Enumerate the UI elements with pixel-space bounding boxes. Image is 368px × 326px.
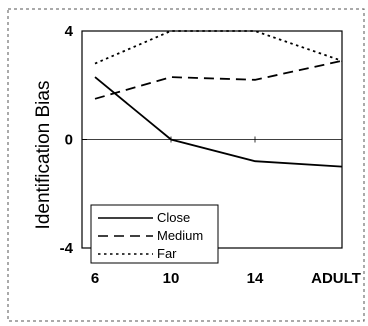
- y-tick-label: 4: [65, 23, 74, 40]
- y-axis-title: Identification Bias: [33, 81, 54, 230]
- zero-line-group: [82, 136, 342, 143]
- series-group: [94, 30, 343, 168]
- legend-label-close: Close: [157, 210, 190, 225]
- legend-label-medium: Medium: [157, 228, 203, 243]
- y-tick-label: -4: [60, 240, 74, 257]
- series-line-close: [94, 76, 343, 168]
- x-tick-label: ADULT: [311, 270, 361, 287]
- x-tick-label: 6: [91, 270, 99, 287]
- x-tick-group: 6 10 14 ADULT: [91, 270, 361, 287]
- legend-entries: Close Medium Far: [98, 210, 203, 261]
- x-tick-label: 14: [247, 270, 264, 287]
- legend-label-far: Far: [157, 246, 177, 261]
- legend: Close Medium Far: [90, 204, 219, 264]
- series-line-medium: [94, 59, 343, 100]
- figure-border: [7, 8, 365, 322]
- y-tick-group: 4 0 -4: [60, 23, 87, 257]
- series-line-far: [94, 30, 343, 65]
- x-tick-label: 10: [163, 270, 180, 287]
- y-tick-label: 0: [65, 132, 73, 149]
